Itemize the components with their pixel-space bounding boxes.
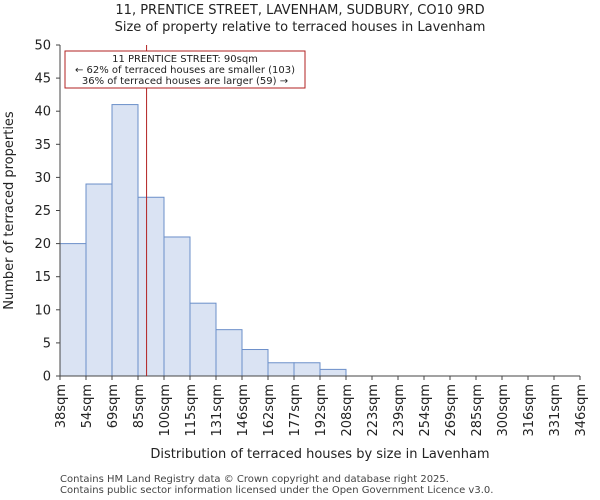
x-tick-label: 239sqm	[392, 384, 407, 437]
x-tick-label: 316sqm	[522, 384, 537, 437]
histogram-chart: 0 5 10 15 20 25 30 35 40 45 50 38sqm 54sqm 69sqm 85sqm…	[2, 39, 589, 463]
x-tick-label: 69sqm	[106, 384, 121, 428]
x-tick-label: 100sqm	[158, 384, 173, 437]
histogram-bar	[241, 349, 269, 377]
histogram-bar	[215, 329, 243, 377]
x-tick-label: 300sqm	[496, 384, 511, 437]
y-tick-label: 40	[34, 105, 51, 120]
x-tick-label: 131sqm	[210, 384, 225, 437]
y-tick-label: 15	[34, 270, 51, 285]
y-tick-label: 30	[34, 171, 51, 186]
y-tick-label: 45	[34, 72, 51, 87]
x-tick-label: 85sqm	[132, 384, 147, 428]
annotation-box	[64, 50, 306, 89]
y-tick-label: 0	[43, 370, 51, 385]
x-tick-label: 192sqm	[314, 384, 329, 437]
x-tick-label: 331sqm	[548, 384, 563, 437]
x-tick-label: 208sqm	[340, 384, 355, 437]
x-axis-title: Distribution of terraced houses by size …	[150, 447, 489, 462]
histogram-bar	[59, 243, 87, 377]
x-tick-label: 223sqm	[366, 384, 381, 437]
y-tick-label: 20	[34, 237, 51, 252]
x-tick-label: 162sqm	[262, 384, 277, 437]
histogram-bar	[189, 302, 217, 377]
histogram-bar	[111, 104, 139, 377]
y-tick-label: 10	[34, 303, 51, 318]
x-tick-label: 115sqm	[184, 384, 199, 437]
histogram-bar	[85, 183, 113, 377]
x-tick-label: 146sqm	[236, 384, 251, 437]
annotation-line: ← 62% of terraced houses are smaller (10…	[75, 65, 295, 76]
footer-copyright: Contains HM Land Registry data © Crown c…	[60, 474, 449, 485]
y-tick-label: 35	[34, 138, 51, 153]
annotation-line: 11 PRENTICE STREET: 90sqm	[112, 54, 258, 65]
footer-licence: Contains public sector information licen…	[60, 485, 494, 496]
annotation-line: 36% of terraced houses are larger (59) →	[82, 76, 288, 87]
chart-title: 11, PRENTICE STREET, LAVENHAM, SUDBURY, …	[115, 3, 485, 18]
y-tick-label: 5	[43, 336, 51, 351]
chart-subtitle: Size of property relative to terraced ho…	[114, 20, 486, 35]
x-tick-label: 346sqm	[574, 384, 589, 437]
y-axis-title: Number of terraced properties	[2, 111, 17, 310]
histogram-bar	[267, 362, 295, 377]
x-tick-label: 269sqm	[444, 384, 459, 437]
x-tick-label: 254sqm	[418, 384, 433, 437]
histogram-bar	[163, 236, 191, 377]
histogram-bar	[293, 362, 321, 377]
x-tick-label: 285sqm	[470, 384, 485, 437]
y-tick-label: 25	[34, 204, 51, 219]
y-tick-label: 50	[34, 39, 51, 54]
x-tick-label: 38sqm	[54, 384, 69, 428]
x-tick-label: 54sqm	[80, 384, 95, 428]
x-tick-label: 177sqm	[288, 384, 303, 437]
histogram-bar	[137, 196, 165, 377]
histogram-bar	[319, 368, 347, 377]
